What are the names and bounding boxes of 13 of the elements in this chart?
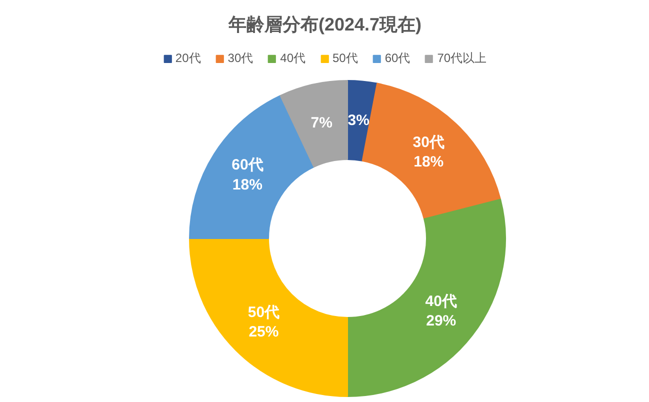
legend-label: 70代以上 [437, 50, 487, 67]
legend-label: 40代 [280, 50, 306, 67]
legend-label: 30代 [228, 50, 254, 67]
data-label: 30代 18% [412, 134, 444, 170]
legend-label: 60代 [384, 50, 410, 67]
data-label: 50代 25% [248, 304, 280, 341]
chart-title: 年齢層分布(2024.7現在) [227, 14, 422, 34]
data-label: 7% [310, 114, 332, 132]
data-label: 40代 29% [425, 292, 457, 330]
data-label: 3% [348, 112, 370, 130]
legend-label: 20代 [175, 50, 201, 67]
legend-label: 50代 [332, 50, 358, 67]
data-label: 60代 18% [232, 156, 264, 194]
